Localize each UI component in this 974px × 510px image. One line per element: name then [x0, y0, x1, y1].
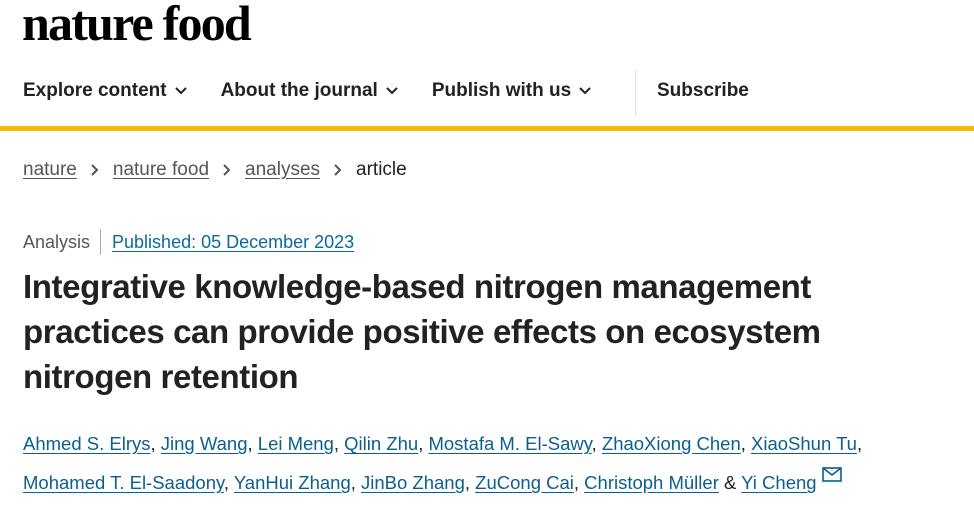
- breadcrumb-chevron: [334, 164, 342, 176]
- author-link[interactable]: ZuCong Cai: [475, 472, 574, 493]
- breadcrumb-chevron: [91, 164, 99, 176]
- author-link[interactable]: Christoph Müller: [584, 472, 719, 493]
- author-link[interactable]: ZhaoXiong Chen: [601, 433, 741, 454]
- breadcrumb-link[interactable]: nature food: [112, 159, 210, 180]
- breadcrumb-chevron: [223, 164, 231, 176]
- chevron: [174, 87, 187, 95]
- author-separator: ,: [247, 433, 253, 454]
- article-type: Analysis: [23, 231, 91, 252]
- subscribe[interactable]: Subscribe: [657, 80, 749, 101]
- author-link[interactable]: Lei Meng: [257, 433, 334, 454]
- breadcrumb-link[interactable]: analyses: [245, 159, 321, 180]
- author-separator: ,: [856, 433, 863, 454]
- author-link[interactable]: Yi Cheng: [741, 472, 817, 493]
- article-meta: Analysis Published: 05 December 2023: [23, 229, 354, 255]
- nav-separator: [635, 70, 636, 116]
- author-list: Ahmed S. Elrys, Jing Wang, Lei Meng, Qil…: [23, 424, 923, 502]
- author-link[interactable]: Mostafa M. El-Sawy: [428, 433, 592, 454]
- author-link[interactable]: Ahmed S. Elrys: [23, 433, 151, 454]
- author-separator: ,: [223, 472, 230, 493]
- author-separator: ,: [150, 433, 156, 454]
- chevron: [386, 87, 398, 95]
- author-separator: ,: [333, 433, 340, 454]
- author-link[interactable]: Jing Wang: [160, 433, 248, 454]
- nav-label: About the journal: [220, 80, 378, 101]
- meta-separator: [100, 229, 102, 255]
- accent-bar: [0, 126, 974, 131]
- author-separator: &: [724, 472, 737, 493]
- breadcrumb-current: article: [356, 159, 407, 180]
- nav-item[interactable]: Publish with us: [432, 80, 591, 102]
- author-separator: ,: [573, 472, 580, 493]
- breadcrumbs: nature nature food analyses article: [23, 159, 407, 181]
- author-link[interactable]: Mohamed T. El-Saadony: [23, 472, 224, 493]
- author-separator: ,: [350, 472, 356, 493]
- author-separator: ,: [591, 433, 597, 454]
- chevron: [579, 87, 591, 95]
- author-separator: ,: [740, 433, 746, 454]
- author-separator: ,: [418, 433, 424, 454]
- article-title: Integrative knowledge-based nitrogen man…: [23, 268, 821, 395]
- author-separator: ,: [464, 472, 471, 493]
- nav-item[interactable]: About the journal: [221, 80, 398, 102]
- nav-label: Publish with us: [431, 80, 572, 101]
- nav: Explore content About the journal Publis…: [23, 80, 625, 102]
- logo[interactable]: nature food: [22, 0, 252, 51]
- author-link[interactable]: Qilin Zhu: [344, 433, 419, 454]
- breadcrumb-link[interactable]: nature: [23, 159, 77, 180]
- email-icon[interactable]: [821, 467, 842, 483]
- nav-item[interactable]: Explore content: [23, 80, 187, 102]
- published-date[interactable]: Published: 05 December 2023: [112, 231, 355, 252]
- author-link[interactable]: XiaoShun Tu: [751, 433, 857, 454]
- nav-label: Explore content: [23, 80, 167, 101]
- author-link[interactable]: YanHui Zhang: [233, 472, 351, 493]
- author-link[interactable]: JinBo Zhang: [361, 472, 465, 493]
